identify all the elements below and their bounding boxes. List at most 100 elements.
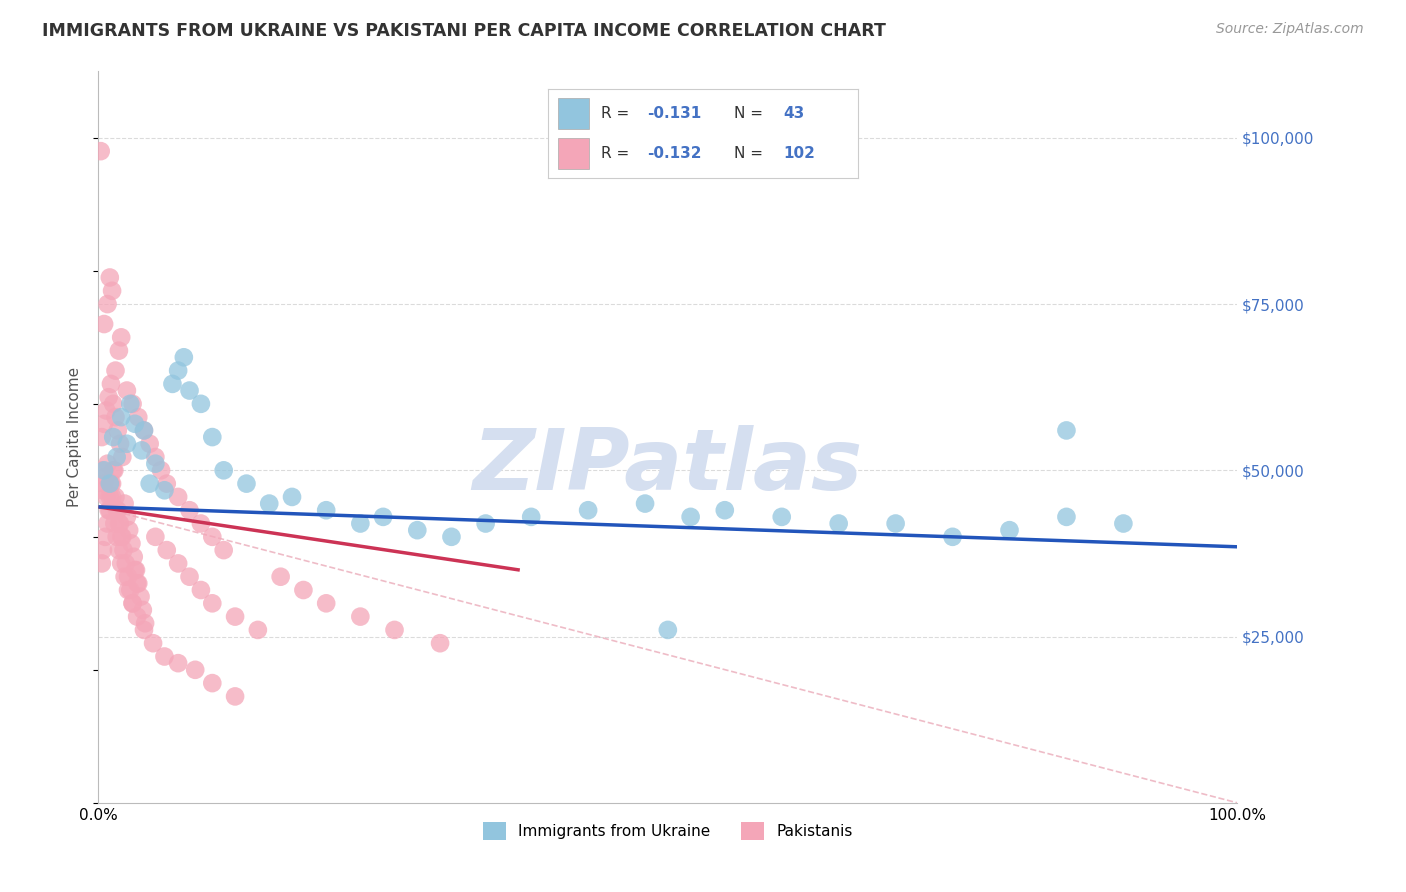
Point <box>349 516 371 531</box>
Point <box>93 463 115 477</box>
Point <box>96 403 118 417</box>
Point <box>103 397 125 411</box>
Point <box>117 570 139 584</box>
Point <box>121 596 143 610</box>
Point <box>98 503 121 517</box>
Point <box>104 490 127 504</box>
Point <box>270 570 292 584</box>
Point <box>153 483 176 498</box>
FancyBboxPatch shape <box>558 98 589 129</box>
Point <box>429 636 451 650</box>
Point <box>108 516 131 531</box>
Point <box>101 490 124 504</box>
Point <box>120 397 142 411</box>
Point <box>212 463 235 477</box>
Point <box>127 410 149 425</box>
Point <box>156 543 179 558</box>
Point <box>212 543 235 558</box>
Point <box>97 390 120 404</box>
Point <box>224 690 246 704</box>
Text: N =: N = <box>734 106 763 120</box>
Point <box>132 603 155 617</box>
Point <box>107 503 129 517</box>
Point <box>96 516 118 531</box>
Point <box>93 317 115 331</box>
Point <box>127 609 149 624</box>
Point <box>576 503 599 517</box>
Point <box>127 576 149 591</box>
Point <box>634 497 657 511</box>
Point <box>884 516 907 531</box>
Point <box>173 351 195 365</box>
Point <box>770 509 793 524</box>
Point <box>90 463 112 477</box>
Point <box>121 397 143 411</box>
Point <box>91 543 114 558</box>
Point <box>97 503 120 517</box>
Point <box>201 596 224 610</box>
FancyBboxPatch shape <box>558 138 589 169</box>
Point <box>315 503 337 517</box>
Text: R =: R = <box>600 146 628 161</box>
Point <box>162 376 184 391</box>
Point <box>96 490 118 504</box>
Point <box>94 470 117 484</box>
Point <box>179 384 201 398</box>
Point <box>103 463 125 477</box>
Point <box>104 410 127 425</box>
Point <box>190 516 212 531</box>
Point <box>998 523 1021 537</box>
Text: R =: R = <box>600 106 628 120</box>
Point <box>156 476 179 491</box>
Point <box>107 424 129 438</box>
Point <box>110 330 132 344</box>
Point <box>98 270 121 285</box>
Text: N =: N = <box>734 146 763 161</box>
Point <box>201 530 224 544</box>
Point <box>1054 424 1078 438</box>
Text: -0.132: -0.132 <box>647 146 702 161</box>
Point <box>201 676 224 690</box>
Point <box>406 523 429 537</box>
Point <box>657 623 679 637</box>
Point <box>281 490 304 504</box>
Point <box>96 297 118 311</box>
Point <box>117 582 139 597</box>
Point <box>115 436 138 450</box>
Point <box>145 457 167 471</box>
Y-axis label: Per Capita Income: Per Capita Income <box>67 367 83 508</box>
Point <box>101 284 124 298</box>
Point <box>138 476 160 491</box>
Point <box>131 443 153 458</box>
Point <box>132 623 155 637</box>
Point <box>474 516 496 531</box>
Point <box>942 530 965 544</box>
Point <box>121 596 143 610</box>
Point <box>129 590 152 604</box>
Point <box>224 609 246 624</box>
Point <box>145 530 167 544</box>
Point <box>134 616 156 631</box>
Point <box>108 436 131 450</box>
Point <box>120 582 142 597</box>
Point <box>150 463 173 477</box>
Point <box>118 523 141 537</box>
Point <box>98 490 121 504</box>
Point <box>96 457 118 471</box>
Point <box>679 509 702 524</box>
Point <box>91 483 114 498</box>
Point <box>101 476 124 491</box>
Point <box>105 450 128 464</box>
Point <box>98 476 121 491</box>
Point <box>105 530 128 544</box>
Point <box>110 530 132 544</box>
Point <box>179 503 201 517</box>
Point <box>201 430 224 444</box>
Point <box>103 463 125 477</box>
Point <box>145 450 167 464</box>
Point <box>190 582 212 597</box>
Point <box>315 596 337 610</box>
Point <box>127 576 149 591</box>
Point <box>184 663 207 677</box>
Point <box>190 397 212 411</box>
